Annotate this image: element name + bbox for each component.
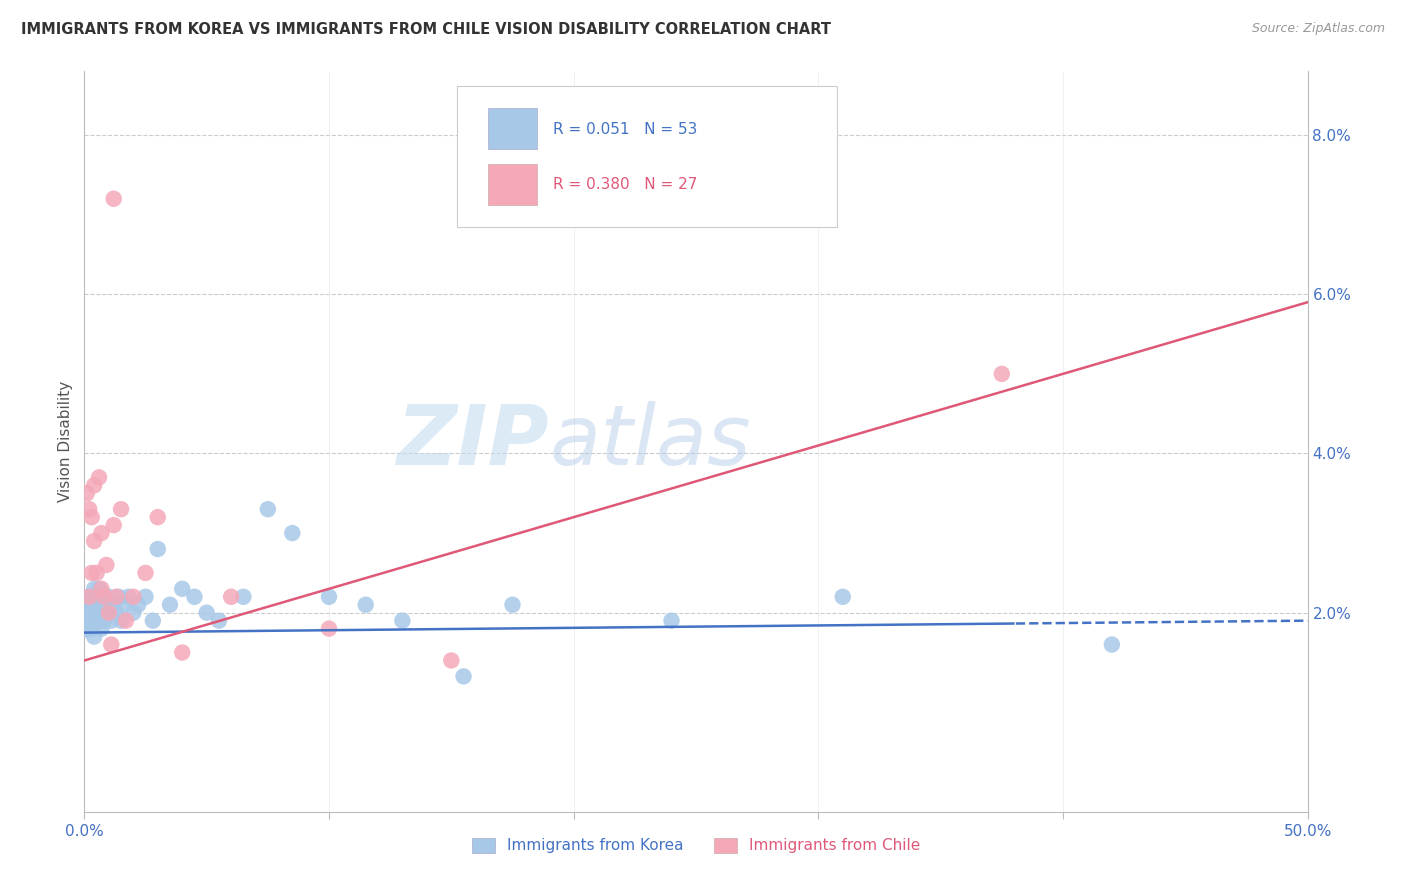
Point <box>86 614 108 628</box>
Point <box>105 590 128 604</box>
Point <box>86 598 108 612</box>
Point <box>76 486 98 500</box>
Point <box>103 598 125 612</box>
Point <box>107 590 129 604</box>
Point <box>103 192 125 206</box>
Point <box>87 606 110 620</box>
Point <box>103 518 125 533</box>
FancyBboxPatch shape <box>457 87 837 227</box>
Point <box>83 534 105 549</box>
Point <box>1101 638 1123 652</box>
Point <box>391 614 413 628</box>
FancyBboxPatch shape <box>488 164 537 204</box>
Point <box>86 590 108 604</box>
Legend: Immigrants from Korea, Immigrants from Chile: Immigrants from Korea, Immigrants from C… <box>465 831 927 860</box>
Point <box>440 653 463 667</box>
Point <box>257 502 280 516</box>
Point <box>80 510 103 524</box>
Point <box>76 622 98 636</box>
Point <box>93 590 115 604</box>
Point <box>83 582 105 596</box>
Y-axis label: Vision Disability: Vision Disability <box>58 381 73 502</box>
Point <box>318 622 340 636</box>
Point <box>93 614 115 628</box>
Point <box>117 590 139 604</box>
Point <box>354 598 377 612</box>
Point <box>90 526 112 541</box>
Text: IMMIGRANTS FROM KOREA VS IMMIGRANTS FROM CHILE VISION DISABILITY CORRELATION CHA: IMMIGRANTS FROM KOREA VS IMMIGRANTS FROM… <box>21 22 831 37</box>
Point <box>90 582 112 596</box>
Text: ZIP: ZIP <box>396 401 550 482</box>
Point <box>142 614 165 628</box>
Point <box>97 606 120 620</box>
Point <box>122 590 145 604</box>
Point <box>96 598 118 612</box>
Point <box>80 606 103 620</box>
Point <box>77 598 100 612</box>
Point <box>76 614 98 628</box>
Point <box>83 478 105 492</box>
Point <box>208 614 231 628</box>
Point <box>83 606 105 620</box>
Text: atlas: atlas <box>550 401 751 482</box>
Point <box>115 614 138 628</box>
Point <box>75 614 97 628</box>
Point <box>183 590 205 604</box>
Point <box>77 590 100 604</box>
Point <box>87 582 110 596</box>
Point <box>127 598 149 612</box>
Point <box>195 606 218 620</box>
Point <box>146 541 169 556</box>
FancyBboxPatch shape <box>488 108 537 149</box>
Point <box>76 598 98 612</box>
Point <box>172 646 194 660</box>
Point <box>281 526 304 541</box>
Point <box>90 598 112 612</box>
Point <box>86 566 108 580</box>
Point <box>135 590 157 604</box>
Point <box>77 614 100 628</box>
Point <box>110 502 132 516</box>
Point <box>96 606 118 620</box>
Point <box>146 510 169 524</box>
Point <box>100 614 122 628</box>
Point <box>122 606 145 620</box>
Point <box>80 622 103 636</box>
Point <box>105 606 128 620</box>
Text: R = 0.380   N = 27: R = 0.380 N = 27 <box>553 178 697 192</box>
Point <box>83 630 105 644</box>
Text: R = 0.051   N = 53: R = 0.051 N = 53 <box>553 121 697 136</box>
Point <box>661 614 683 628</box>
Point <box>159 598 181 612</box>
Point <box>219 590 242 604</box>
Point <box>93 590 115 604</box>
Point <box>97 590 120 604</box>
Point <box>502 598 524 612</box>
Point <box>172 582 194 596</box>
Point <box>76 606 98 620</box>
Point <box>112 598 135 612</box>
Point <box>80 566 103 580</box>
Point <box>831 590 853 604</box>
Point <box>232 590 254 604</box>
Point <box>110 614 132 628</box>
Point <box>135 566 157 580</box>
Point <box>991 367 1014 381</box>
Point <box>453 669 475 683</box>
Point <box>90 622 112 636</box>
Point <box>77 590 100 604</box>
Point <box>77 502 100 516</box>
Text: Source: ZipAtlas.com: Source: ZipAtlas.com <box>1251 22 1385 36</box>
Point <box>87 470 110 484</box>
Point <box>80 590 103 604</box>
Point <box>96 558 118 572</box>
Point <box>100 638 122 652</box>
Point <box>318 590 340 604</box>
